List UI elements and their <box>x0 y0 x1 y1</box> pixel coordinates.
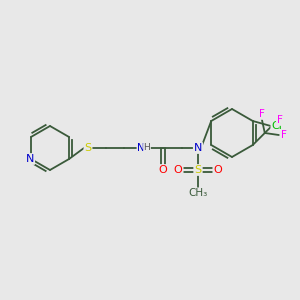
Text: O: O <box>214 165 222 175</box>
Text: F: F <box>281 130 287 140</box>
Text: F: F <box>259 109 265 119</box>
Text: N: N <box>194 143 202 153</box>
Text: O: O <box>174 165 182 175</box>
Text: CH₃: CH₃ <box>188 188 208 198</box>
Text: N: N <box>137 143 145 153</box>
Text: H: H <box>144 143 150 152</box>
Text: O: O <box>159 165 167 175</box>
Text: S: S <box>84 143 92 153</box>
Text: Cl: Cl <box>271 121 282 131</box>
Text: N: N <box>26 154 34 164</box>
Text: S: S <box>194 165 202 175</box>
Text: F: F <box>277 115 283 125</box>
